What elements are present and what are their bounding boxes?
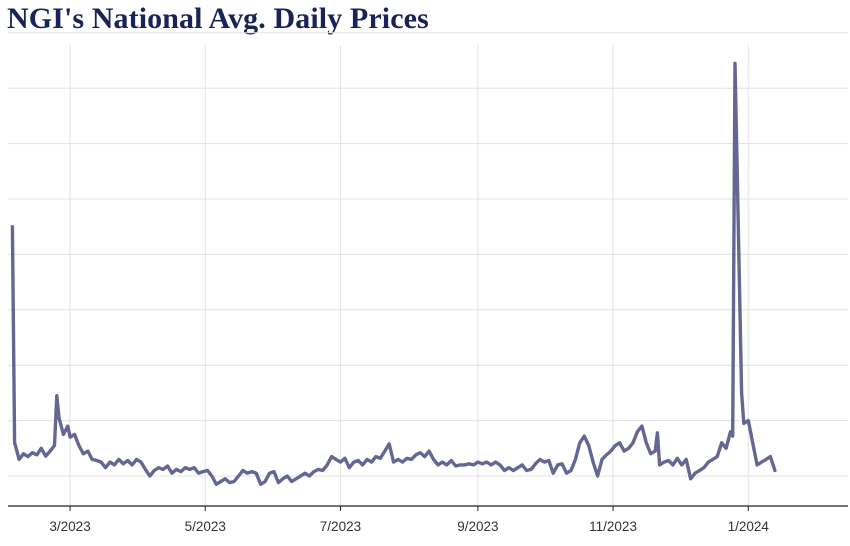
x-tick-label: 7/2023: [320, 519, 361, 534]
x-tick-label: 11/2023: [589, 519, 637, 534]
x-tick-label: 3/2023: [49, 519, 90, 534]
x-tick-label: 9/2023: [457, 519, 498, 534]
vertical-gridlines: [69, 45, 749, 506]
horizontal-gridlines: [8, 32, 848, 477]
price-series-line: [10, 61, 777, 486]
x-tick-label: 5/2023: [185, 519, 226, 534]
chart-title: NGI's National Avg. Daily Prices: [7, 2, 429, 35]
x-tick-labels: 3/2023 5/2023 7/2023 9/2023 11/2023 1/2024: [49, 506, 769, 534]
x-tick-label: 1/2024: [728, 519, 770, 534]
